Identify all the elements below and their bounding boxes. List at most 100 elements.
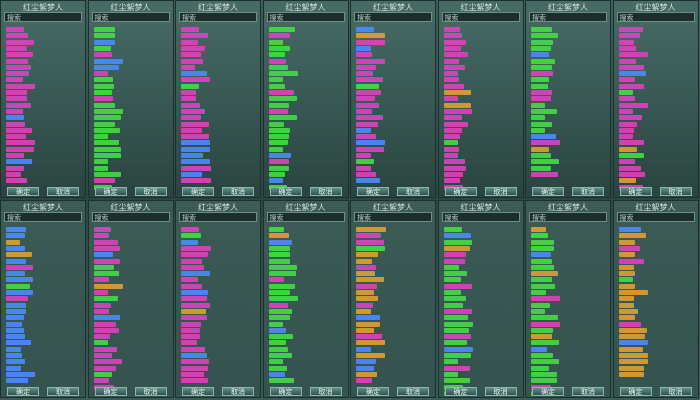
- list-entry[interactable]: [443, 353, 472, 358]
- list-entry[interactable]: [181, 258, 202, 264]
- list-entry[interactable]: [531, 39, 554, 45]
- list-entry[interactable]: [618, 340, 648, 346]
- list-entry[interactable]: [181, 90, 197, 95]
- list-entry[interactable]: [6, 90, 28, 95]
- list-entry[interactable]: [531, 121, 553, 127]
- panel-button[interactable]: 确定: [7, 387, 39, 396]
- list-entry[interactable]: [181, 340, 198, 346]
- panel-button[interactable]: 确定: [619, 187, 652, 196]
- list-entry[interactable]: [618, 302, 635, 308]
- list-entry[interactable]: [6, 140, 35, 146]
- list-entry[interactable]: [618, 45, 637, 51]
- list-entry[interactable]: [181, 283, 202, 289]
- list-entry[interactable]: [6, 346, 22, 352]
- list-entry[interactable]: [356, 83, 380, 89]
- list-entry[interactable]: [6, 121, 26, 127]
- list-entry[interactable]: [356, 227, 386, 232]
- panel-button[interactable]: 取消: [397, 387, 429, 396]
- list-entry[interactable]: [181, 271, 210, 277]
- list-entry[interactable]: [618, 258, 644, 264]
- search-box[interactable]: 搜索: [91, 12, 170, 22]
- list-entry[interactable]: [356, 45, 372, 51]
- list-entry[interactable]: [268, 296, 298, 302]
- list-entry[interactable]: [531, 165, 552, 171]
- list-entry[interactable]: [443, 327, 470, 333]
- list-entry[interactable]: [618, 371, 644, 377]
- list-entry[interactable]: [356, 365, 374, 371]
- list-entry[interactable]: [6, 171, 22, 177]
- list-entry[interactable]: [93, 353, 113, 358]
- list-entry[interactable]: [618, 327, 648, 333]
- list-entry[interactable]: [531, 353, 554, 358]
- list-entry[interactable]: [443, 315, 469, 321]
- list-entry[interactable]: [356, 353, 385, 358]
- list-entry[interactable]: [531, 327, 553, 333]
- list-entry[interactable]: [618, 321, 641, 327]
- list-entry[interactable]: [443, 302, 463, 308]
- list-entry[interactable]: [356, 283, 377, 289]
- list-entry[interactable]: [356, 102, 379, 108]
- list-entry[interactable]: [268, 239, 293, 245]
- list-entry[interactable]: [6, 27, 24, 32]
- list-entry[interactable]: [443, 378, 470, 384]
- list-entry[interactable]: [356, 359, 377, 365]
- list-entry[interactable]: [268, 371, 286, 377]
- list-entry[interactable]: [6, 334, 26, 340]
- list-entry[interactable]: [181, 233, 202, 239]
- list-entry[interactable]: [268, 102, 289, 108]
- list-entry[interactable]: [443, 271, 467, 277]
- list-entry[interactable]: [531, 365, 549, 371]
- list-entry[interactable]: [181, 153, 203, 158]
- list-entry[interactable]: [6, 283, 30, 289]
- list-entry[interactable]: [93, 108, 124, 114]
- list-entry[interactable]: [181, 27, 199, 32]
- list-entry[interactable]: [531, 264, 555, 270]
- list-entry[interactable]: [618, 245, 641, 251]
- list-entry[interactable]: [268, 64, 288, 70]
- list-entry[interactable]: [618, 115, 642, 121]
- list-entry[interactable]: [268, 346, 289, 352]
- list-entry[interactable]: [268, 146, 284, 152]
- list-entry[interactable]: [443, 153, 459, 158]
- list-entry[interactable]: [531, 90, 553, 95]
- list-entry[interactable]: [618, 252, 636, 258]
- list-entry[interactable]: [181, 83, 200, 89]
- list-entry[interactable]: [6, 258, 26, 264]
- list-entry[interactable]: [268, 83, 286, 89]
- list-entry[interactable]: [268, 277, 285, 283]
- panel-button[interactable]: 确定: [357, 187, 389, 196]
- list-entry[interactable]: [356, 27, 374, 32]
- list-entry[interactable]: [268, 353, 293, 358]
- list-entry[interactable]: [443, 233, 471, 239]
- list-entry[interactable]: [618, 171, 645, 177]
- search-box[interactable]: 搜索: [4, 212, 82, 222]
- list-entry[interactable]: [531, 296, 561, 302]
- list-entry[interactable]: [268, 327, 287, 333]
- list-entry[interactable]: [356, 340, 386, 346]
- list-entry[interactable]: [356, 153, 372, 158]
- list-entry[interactable]: [6, 77, 23, 83]
- panel-button[interactable]: 确定: [182, 187, 214, 196]
- list-entry[interactable]: [93, 378, 110, 384]
- list-entry[interactable]: [268, 321, 284, 327]
- list-entry[interactable]: [93, 308, 110, 314]
- list-entry[interactable]: [93, 83, 114, 89]
- list-entry[interactable]: [268, 58, 286, 64]
- list-entry[interactable]: [6, 64, 31, 70]
- list-entry[interactable]: [181, 115, 202, 121]
- list-entry[interactable]: [618, 153, 644, 158]
- list-entry[interactable]: [6, 290, 33, 295]
- list-entry[interactable]: [268, 27, 295, 32]
- list-entry[interactable]: [93, 327, 120, 333]
- list-entry[interactable]: [6, 264, 34, 270]
- list-entry[interactable]: [531, 290, 546, 295]
- list-entry[interactable]: [356, 321, 380, 327]
- search-box[interactable]: 搜索: [529, 12, 607, 22]
- list-entry[interactable]: [443, 108, 473, 114]
- list-entry[interactable]: [268, 108, 288, 114]
- list-entry[interactable]: [531, 315, 558, 321]
- list-entry[interactable]: [181, 127, 202, 133]
- list-entry[interactable]: [93, 27, 115, 32]
- list-entry[interactable]: [618, 64, 645, 70]
- list-entry[interactable]: [181, 52, 202, 58]
